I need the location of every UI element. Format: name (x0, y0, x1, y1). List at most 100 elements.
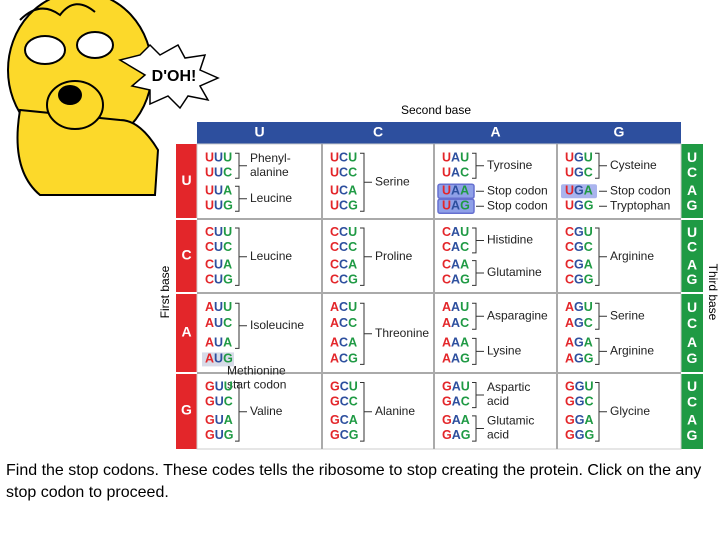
codon: AUU (205, 300, 232, 314)
first-base: U (181, 172, 191, 188)
codon: GUG (205, 428, 234, 442)
codon: CUG (205, 273, 233, 287)
codon: UUG (205, 199, 233, 213)
amino-acid[interactable]: Stop codon (487, 198, 548, 212)
bracket (472, 415, 484, 442)
amino-acid: Lysine (487, 344, 522, 358)
amino-acid: Tyrosine (487, 158, 533, 172)
exclamation: D'OH! (152, 68, 197, 85)
bracket (360, 227, 372, 286)
codon-group: AGA AGG Arginine (565, 336, 654, 366)
codon[interactable]: UAA (442, 184, 469, 198)
second-base: U (254, 124, 264, 140)
third-base: A (687, 256, 697, 272)
header-bar (197, 122, 681, 144)
third-base: G (687, 271, 698, 287)
bracket (360, 152, 372, 212)
codon: CAC (442, 240, 469, 254)
codon: GAA (442, 413, 470, 427)
codon: ACU (330, 300, 357, 314)
third-base: C (687, 239, 697, 255)
codon: AAU (442, 300, 469, 314)
bracket (472, 260, 484, 286)
stop-codon[interactable]: UAG Stop codon (437, 198, 548, 214)
first-base: G (181, 402, 192, 418)
amino-acid: alanine (250, 165, 289, 179)
third-base: U (687, 149, 697, 165)
cartoon: D'OH! (7, 0, 220, 196)
codon: CCA (330, 258, 357, 272)
codon: UGU (565, 151, 593, 165)
amino-acid: Glutamine (487, 265, 542, 279)
bracket (472, 302, 484, 330)
codon: UGG (565, 199, 594, 213)
third-base: A (687, 334, 697, 350)
codon: GCG (330, 428, 359, 442)
bracket (235, 302, 247, 349)
third-base: A (687, 182, 697, 198)
codon-group: AUU AUC AUA Isoleucine (205, 300, 304, 349)
stop-highlight[interactable] (561, 184, 597, 199)
amino-acid[interactable]: Stop codon (487, 183, 548, 197)
second-base-label: Second base (401, 103, 471, 117)
first-base: C (181, 247, 191, 263)
codon: GAU (442, 380, 470, 394)
codon: AAA (442, 336, 469, 350)
codon: UCG (330, 199, 358, 213)
codon: CAA (442, 258, 469, 272)
codon: GUC (205, 395, 233, 409)
codon[interactable]: UGA (565, 184, 593, 198)
codon: CGG (565, 273, 594, 287)
start-highlight (202, 352, 234, 367)
codon: AGC (565, 316, 593, 330)
codon[interactable]: UAG (442, 199, 470, 213)
stop-codon[interactable]: UGA Stop codon (561, 183, 671, 199)
codon: AGA (565, 336, 593, 350)
third-base: G (687, 197, 698, 213)
second-base: C (373, 124, 383, 140)
second-base: A (490, 124, 500, 140)
codon: CGC (565, 240, 593, 254)
amino-acid: Asparagine (487, 308, 548, 322)
third-base: C (687, 315, 697, 331)
codon: UAC (442, 166, 469, 180)
codon: GAG (442, 428, 471, 442)
codon: CUC (205, 240, 232, 254)
codon: ACA (330, 336, 357, 350)
codon: GCA (330, 413, 358, 427)
codon: AUG (205, 352, 233, 366)
amino-acid: start codon (227, 378, 286, 392)
amino-acid[interactable]: Stop codon (610, 183, 671, 197)
amino-acid: Methionine (227, 364, 286, 378)
bracket (360, 381, 372, 442)
codon: CGU (565, 225, 593, 239)
bracket (235, 227, 247, 286)
codon: ACC (330, 316, 357, 330)
third-base-label: Third base (706, 264, 720, 321)
amino-acid: Glutamic (487, 414, 534, 428)
stop-highlight[interactable] (437, 198, 475, 214)
bracket (472, 337, 484, 365)
bracket (595, 152, 607, 179)
instruction: Find the stop codons. These codes tells … (6, 462, 702, 501)
stop-codon[interactable]: UAA Stop codon (437, 183, 548, 199)
amino-acid: Tryptophan (610, 198, 670, 212)
amino-acid: Serine (610, 308, 645, 322)
codon: GAC (442, 395, 470, 409)
stop-highlight[interactable] (437, 183, 475, 199)
codon: UAU (442, 151, 469, 165)
bracket (235, 185, 247, 212)
body (16, 108, 160, 196)
codon: UCU (330, 151, 357, 165)
bracket (595, 381, 607, 442)
first-base: A (181, 324, 191, 340)
codon-group: AAU AAC Asparagine (442, 300, 548, 330)
